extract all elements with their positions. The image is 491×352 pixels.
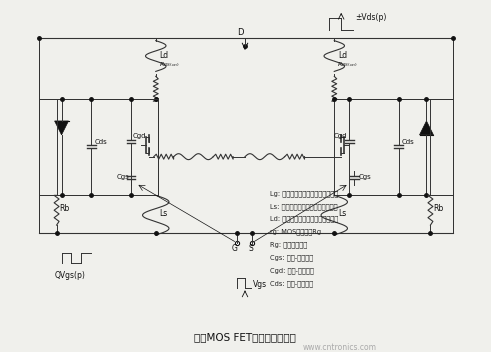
Polygon shape bbox=[419, 121, 434, 135]
Text: 功率MOS FET的并联等效电路: 功率MOS FET的并联等效电路 bbox=[194, 332, 296, 342]
Text: Ld: Ld bbox=[338, 51, 347, 60]
Text: Rg: 外接栅极电阻: Rg: 外接栅极电阻 bbox=[270, 241, 307, 248]
Text: Cgs: Cgs bbox=[359, 175, 372, 181]
Text: Cgd: Cgd bbox=[333, 133, 347, 139]
Text: Cgd: 栅极-漏极电容: Cgd: 栅极-漏极电容 bbox=[270, 268, 314, 274]
Text: Cgs: 栅极-源极电容: Cgs: 栅极-源极电容 bbox=[270, 254, 313, 261]
Text: Cds: Cds bbox=[94, 139, 107, 145]
Text: Ls: Ls bbox=[160, 209, 168, 218]
Text: D: D bbox=[237, 28, 244, 37]
Text: ±Vds(p): ±Vds(p) bbox=[355, 13, 386, 22]
Text: Cds: 漏极-源极电容: Cds: 漏极-源极电容 bbox=[270, 280, 313, 287]
Text: Vgs: Vgs bbox=[253, 280, 267, 289]
Text: Ld: 漏极引线电感（包括安装布线）: Ld: 漏极引线电感（包括安装布线） bbox=[270, 216, 338, 222]
Text: $R_{DS(on)}$: $R_{DS(on)}$ bbox=[337, 60, 358, 69]
Text: Ld: Ld bbox=[160, 51, 169, 60]
Text: $R_{DS(on)}$: $R_{DS(on)}$ bbox=[159, 60, 180, 69]
Bar bbox=[334, 99, 453, 195]
Text: Cgs: Cgs bbox=[117, 175, 130, 181]
Text: QVgs(p): QVgs(p) bbox=[55, 271, 85, 280]
Bar bbox=[39, 99, 158, 195]
Text: Cds: Cds bbox=[402, 139, 414, 145]
Polygon shape bbox=[55, 121, 69, 135]
Text: Rb: Rb bbox=[59, 204, 70, 213]
Text: G: G bbox=[232, 244, 238, 253]
Text: Ls: Ls bbox=[338, 209, 347, 218]
Text: Cgd: Cgd bbox=[133, 133, 146, 139]
Text: Ls: 源极引线电感（包括安装布线）: Ls: 源极引线电感（包括安装布线） bbox=[270, 203, 337, 209]
Text: rg: MOS栅极电阻Rg: rg: MOS栅极电阻Rg bbox=[270, 229, 321, 235]
Text: www.cntronics.com: www.cntronics.com bbox=[302, 342, 376, 352]
Text: Rb: Rb bbox=[434, 204, 444, 213]
Text: Lg: 栅极引线电感（包括安装布线）: Lg: 栅极引线电感（包括安装布线） bbox=[270, 190, 338, 197]
Text: S: S bbox=[249, 244, 254, 253]
